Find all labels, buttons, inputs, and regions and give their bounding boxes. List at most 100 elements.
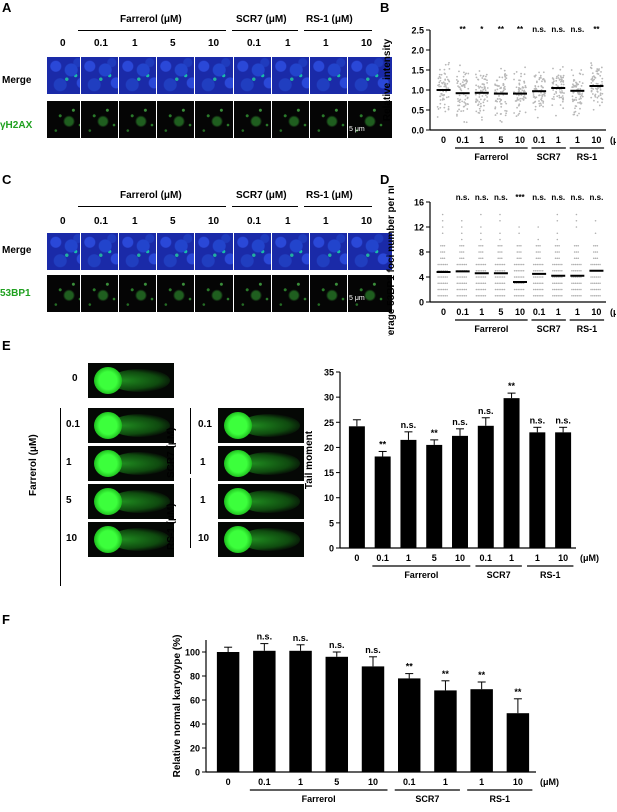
panel-c-merge-image-3 <box>156 232 202 271</box>
data-point <box>497 257 499 260</box>
data-point <box>460 238 463 241</box>
data-point <box>505 77 508 80</box>
data-point <box>494 269 497 272</box>
data-point <box>538 294 540 297</box>
data-point <box>521 288 523 291</box>
data-point <box>497 244 499 247</box>
y-tick-label: 25 <box>324 418 334 428</box>
data-point <box>442 263 445 266</box>
panel-a-row-stain: γH2AX <box>0 120 33 131</box>
data-point <box>462 244 465 247</box>
data-point <box>593 263 596 266</box>
x-tick-label: 1 <box>556 135 561 145</box>
panel-c-merge-image-8 <box>347 232 393 271</box>
data-point <box>595 276 598 278</box>
data-point <box>494 89 497 92</box>
data-point <box>499 119 502 122</box>
data-point <box>456 263 459 266</box>
data-point <box>442 81 445 84</box>
data-point <box>552 294 554 297</box>
data-point <box>443 83 446 86</box>
data-point <box>593 288 596 291</box>
data-point <box>522 91 525 93</box>
data-point <box>576 114 579 117</box>
y-tick-label: 2.5 <box>411 26 424 36</box>
data-point <box>557 282 560 285</box>
bar <box>503 398 520 548</box>
data-point <box>572 91 575 94</box>
data-point <box>514 100 517 102</box>
data-point <box>544 80 546 83</box>
x-tick-label: 5 <box>334 777 339 787</box>
data-point <box>480 294 483 297</box>
data-point <box>556 232 559 235</box>
data-point <box>455 78 458 81</box>
data-point <box>575 99 578 101</box>
data-point <box>513 72 516 75</box>
y-tick-label: 35 <box>324 368 334 378</box>
data-point <box>465 276 468 278</box>
data-point <box>551 97 554 100</box>
data-point <box>441 219 444 222</box>
data-point <box>557 269 560 272</box>
data-point <box>494 100 497 103</box>
data-point <box>519 263 521 266</box>
data-point <box>580 288 582 291</box>
data-point <box>537 244 540 247</box>
data-point <box>459 64 461 67</box>
bar <box>374 456 391 548</box>
y-axis-title: Average 53BP1 foci number per nucleus <box>386 186 397 336</box>
data-point <box>503 85 506 88</box>
data-point <box>498 288 500 291</box>
significance-label: n.s. <box>329 640 345 650</box>
x-tick-label: 1 <box>479 777 484 787</box>
data-point <box>541 99 543 102</box>
data-point <box>445 96 448 99</box>
data-point <box>478 244 480 247</box>
data-point <box>484 276 487 278</box>
data-point <box>521 294 523 297</box>
comet-image-farrerol-3 <box>88 522 174 557</box>
data-point <box>572 86 574 89</box>
data-point <box>446 288 448 291</box>
data-point <box>464 73 467 76</box>
data-point <box>516 97 519 99</box>
panel-a-conc-0: 0 <box>60 38 66 49</box>
data-point <box>575 105 578 108</box>
data-point <box>482 88 485 91</box>
data-point <box>477 263 479 266</box>
data-point <box>598 104 601 107</box>
data-point <box>577 251 580 253</box>
data-point <box>444 73 447 75</box>
data-point <box>518 79 520 82</box>
data-point <box>515 71 518 73</box>
data-point <box>459 83 462 85</box>
y-axis-title: Relative intensity <box>382 38 393 121</box>
data-point <box>555 288 558 291</box>
data-point <box>499 100 501 103</box>
data-point <box>460 294 462 297</box>
data-point <box>463 105 466 108</box>
data-point <box>463 121 466 123</box>
unit-label: (μM) <box>540 777 559 787</box>
group-label: RS-1 <box>577 152 598 162</box>
data-point <box>518 226 520 228</box>
comet-image-scr7-1 <box>218 446 304 481</box>
data-point <box>532 282 535 285</box>
data-point <box>440 276 443 278</box>
panel-b-chart: 0.0 0.5 1.0 1.5 2.0 2.5 Relative intensity 0 0.1… <box>382 25 616 162</box>
x-tick-label: 1 <box>575 135 580 145</box>
data-point <box>558 88 561 91</box>
data-point <box>535 96 538 99</box>
data-point <box>484 294 487 297</box>
data-point <box>532 102 535 104</box>
data-point <box>571 263 573 266</box>
data-point <box>537 257 540 260</box>
data-point <box>446 294 448 297</box>
data-point <box>464 104 467 106</box>
data-point <box>480 288 483 291</box>
data-point <box>573 99 576 102</box>
data-point <box>580 294 582 297</box>
data-point <box>558 257 560 260</box>
